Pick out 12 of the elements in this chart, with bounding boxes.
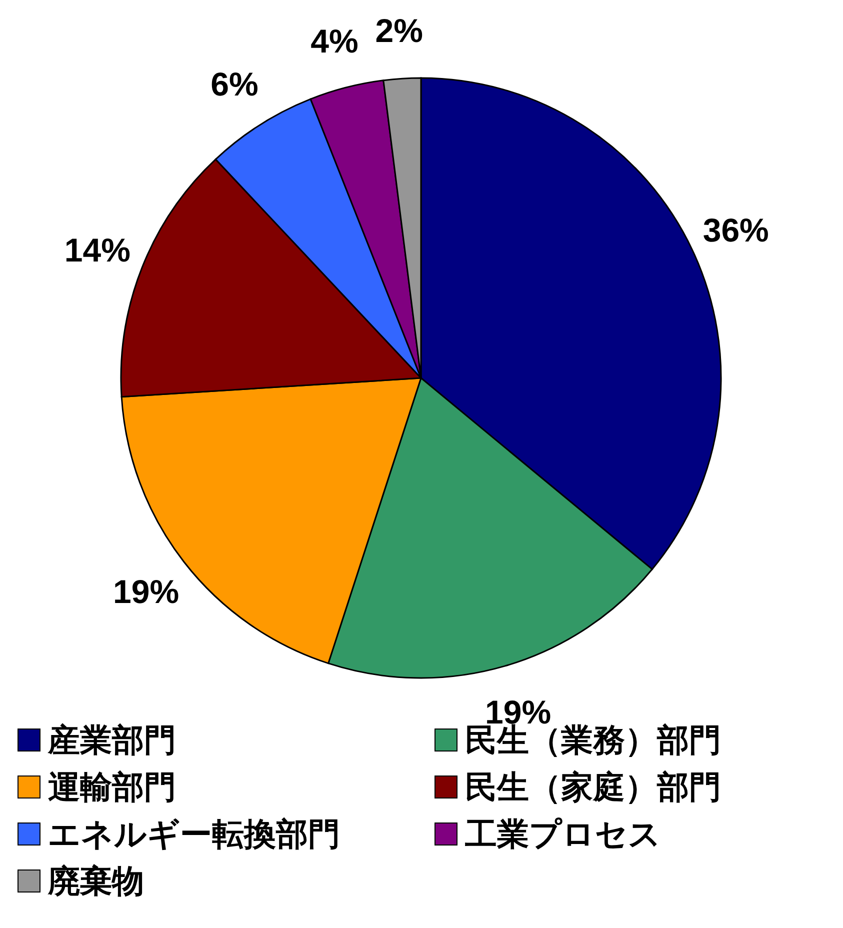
data-label: 6% [210,66,258,103]
data-label: 14% [64,231,130,268]
legend-label: 民生（家庭）部門 [465,769,721,805]
legend-label: 廃棄物 [47,863,144,899]
legend-label: 運輸部門 [48,769,176,805]
data-label: 4% [310,22,358,60]
data-label: 19% [112,572,180,610]
data-label: 36% [702,211,769,248]
data-label: 2% [375,12,423,50]
legend-label: 産業部門 [47,722,176,758]
legend-label: エネルギー転換部門 [48,816,340,852]
legend-label: 工業プロセス [464,816,661,852]
